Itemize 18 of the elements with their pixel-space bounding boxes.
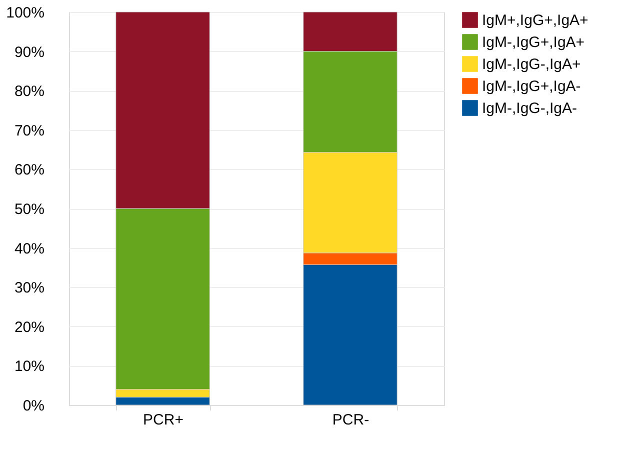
y-tick-label: 40%: [14, 240, 44, 258]
y-tick-label: 0%: [22, 398, 44, 414]
y-tick-label: 50%: [14, 201, 44, 218]
y-tick-label: 100%: [6, 4, 44, 22]
legend-label: IgM-,IgG+,IgA+: [482, 34, 585, 51]
x-tick-label: PCR-: [332, 412, 370, 428]
y-tick-label: 10%: [14, 358, 44, 376]
legend-label: IgM-,IgG-,IgA+: [482, 56, 582, 73]
y-tick-label: 90%: [14, 44, 44, 61]
y-tick-label: 20%: [14, 318, 44, 336]
y-tick-label: 30%: [14, 280, 44, 297]
y-tick-label: 60%: [14, 162, 44, 179]
legend-label: IgM-,IgG+,IgA-: [482, 78, 581, 95]
y-tick-label: 80%: [14, 83, 44, 100]
y-tick-label: 70%: [14, 122, 44, 140]
x-tick-label: PCR+: [143, 412, 184, 428]
legend-label: IgM-,IgG-,IgA-: [482, 100, 578, 117]
legend-label: IgM+,IgG+,IgA+: [482, 12, 589, 29]
